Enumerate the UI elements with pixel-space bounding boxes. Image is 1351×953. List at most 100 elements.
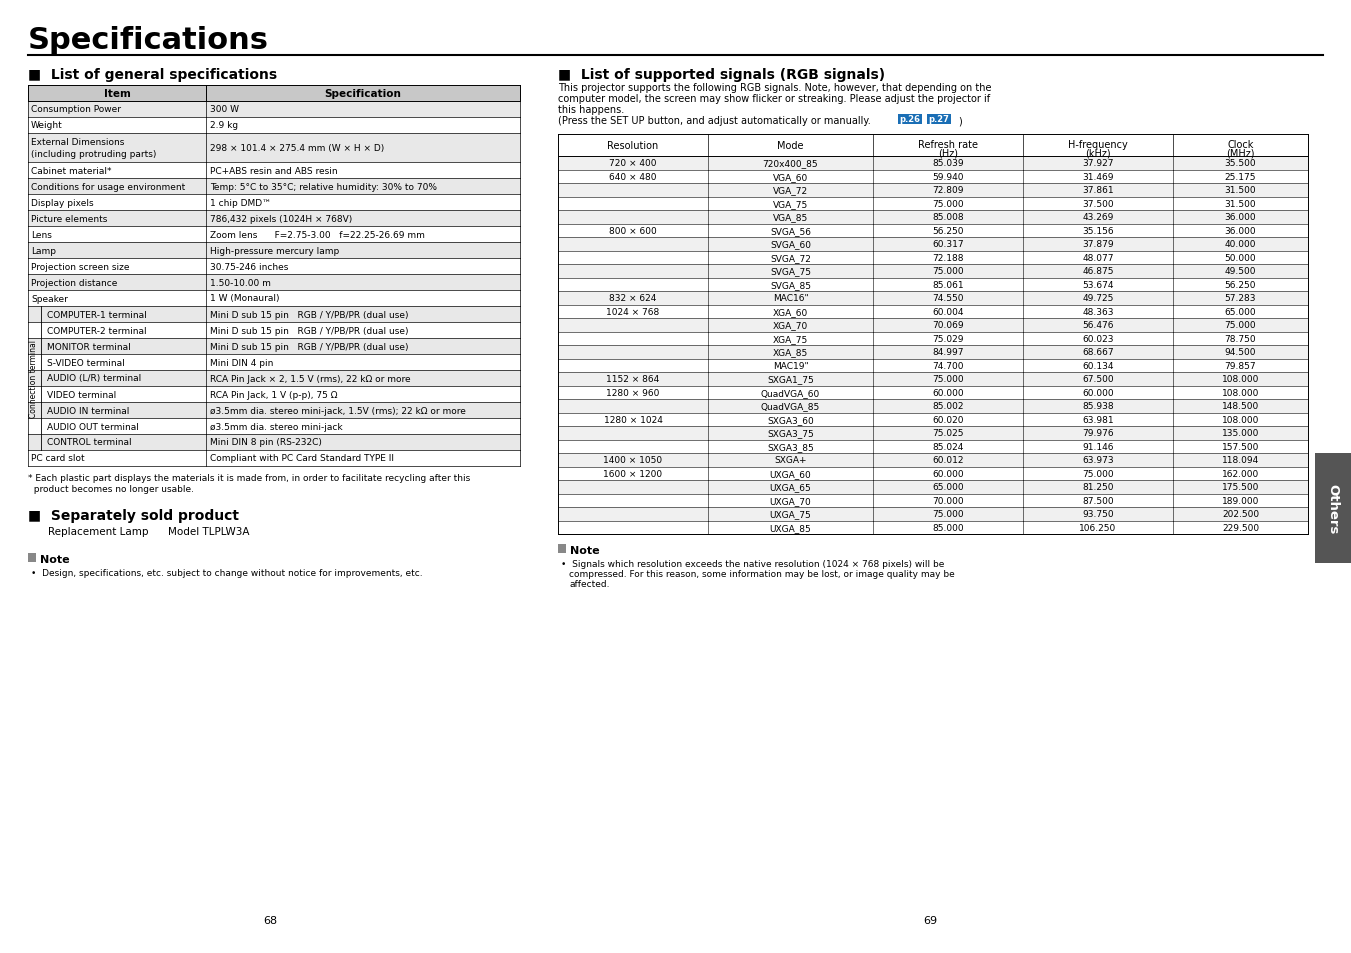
Text: This projector supports the following RGB signals. Note, however, that depending: This projector supports the following RG… — [558, 83, 992, 92]
Text: •  Signals which resolution exceeds the native resolution (1024 × 768 pixels) wi: • Signals which resolution exceeds the n… — [561, 559, 944, 568]
Text: 36.000: 36.000 — [1225, 213, 1256, 222]
Text: 84.997: 84.997 — [932, 348, 963, 356]
Text: Replacement Lamp      Model TLPLW3A: Replacement Lamp Model TLPLW3A — [49, 526, 250, 537]
Text: CONTROL terminal: CONTROL terminal — [47, 438, 131, 447]
Bar — [558, 157, 1308, 171]
Text: 75.000: 75.000 — [1225, 321, 1256, 330]
Text: Lamp: Lamp — [31, 246, 55, 255]
Text: MAC16": MAC16" — [773, 294, 808, 303]
Text: (Hz): (Hz) — [938, 149, 958, 159]
Text: Consumption Power: Consumption Power — [31, 106, 122, 114]
Bar — [1315, 454, 1351, 563]
Text: compressed. For this reason, some information may be lost, or image quality may : compressed. For this reason, some inform… — [569, 569, 955, 578]
Text: (Press the SET UP button, and adjust automatically or manually.: (Press the SET UP button, and adjust aut… — [558, 116, 874, 126]
Bar — [558, 440, 1308, 454]
Text: 60.023: 60.023 — [1082, 335, 1113, 343]
Text: PC+ABS resin and ABS resin: PC+ABS resin and ABS resin — [209, 167, 338, 175]
Text: 43.269: 43.269 — [1082, 213, 1113, 222]
Bar — [28, 133, 520, 163]
Text: 85.039: 85.039 — [932, 159, 963, 168]
Text: 60.000: 60.000 — [1082, 388, 1113, 397]
Bar — [558, 386, 1308, 399]
Bar — [558, 467, 1308, 480]
Text: 50.000: 50.000 — [1225, 253, 1256, 262]
Text: 53.674: 53.674 — [1082, 280, 1113, 290]
Text: 74.550: 74.550 — [932, 294, 963, 303]
Text: Conditions for usage environment: Conditions for usage environment — [31, 182, 185, 192]
Text: 229.500: 229.500 — [1221, 523, 1259, 532]
Bar — [558, 224, 1308, 237]
Bar — [558, 265, 1308, 278]
Text: SVGA_56: SVGA_56 — [770, 227, 811, 235]
Text: 91.146: 91.146 — [1082, 442, 1113, 452]
Bar — [558, 237, 1308, 252]
Text: 786,432 pixels (1024H × 768V): 786,432 pixels (1024H × 768V) — [209, 214, 353, 223]
Bar — [28, 402, 520, 418]
Text: 118.094: 118.094 — [1221, 456, 1259, 465]
Bar — [558, 211, 1308, 224]
Bar — [558, 399, 1308, 413]
Bar — [558, 135, 1308, 157]
Text: MAC19": MAC19" — [773, 361, 808, 371]
Text: Zoom lens      F=2.75-3.00   f=22.25-26.69 mm: Zoom lens F=2.75-3.00 f=22.25-26.69 mm — [209, 231, 424, 239]
Text: Connection terminal: Connection terminal — [30, 339, 38, 417]
Text: 75.000: 75.000 — [932, 375, 963, 384]
Bar — [28, 274, 520, 291]
Text: COMPUTER-1 terminal: COMPUTER-1 terminal — [47, 310, 147, 319]
Text: ■  List of supported signals (RGB signals): ■ List of supported signals (RGB signals… — [558, 68, 885, 82]
Bar — [558, 318, 1308, 333]
Text: 189.000: 189.000 — [1221, 497, 1259, 505]
Text: 1 W (Monaural): 1 W (Monaural) — [209, 294, 280, 303]
Text: Projection distance: Projection distance — [31, 278, 118, 287]
Text: 108.000: 108.000 — [1221, 388, 1259, 397]
Text: 74.700: 74.700 — [932, 361, 963, 371]
Text: 65.000: 65.000 — [1225, 308, 1256, 316]
Bar — [558, 252, 1308, 265]
Text: Specification: Specification — [324, 89, 401, 99]
Text: 46.875: 46.875 — [1082, 267, 1113, 276]
Bar — [558, 278, 1308, 292]
Text: 48.077: 48.077 — [1082, 253, 1113, 262]
Text: 85.000: 85.000 — [932, 523, 963, 532]
Text: 78.750: 78.750 — [1225, 335, 1256, 343]
Text: 202.500: 202.500 — [1221, 510, 1259, 518]
Text: 36.000: 36.000 — [1225, 227, 1256, 235]
Bar — [558, 359, 1308, 373]
Text: 85.061: 85.061 — [932, 280, 963, 290]
Text: 720x400_85: 720x400_85 — [763, 159, 819, 168]
Bar — [558, 544, 566, 554]
Text: 60.012: 60.012 — [932, 456, 963, 465]
Text: 60.004: 60.004 — [932, 308, 963, 316]
Text: 56.476: 56.476 — [1082, 321, 1113, 330]
Bar — [28, 291, 520, 307]
Text: 57.283: 57.283 — [1225, 294, 1256, 303]
Text: Mini D sub 15 pin   RGB / Y/PB/PR (dual use): Mini D sub 15 pin RGB / Y/PB/PR (dual us… — [209, 326, 408, 335]
Text: Mini D sub 15 pin   RGB / Y/PB/PR (dual use): Mini D sub 15 pin RGB / Y/PB/PR (dual us… — [209, 310, 408, 319]
Text: 1600 × 1200: 1600 × 1200 — [604, 469, 662, 478]
Text: 87.500: 87.500 — [1082, 497, 1113, 505]
Bar — [28, 554, 36, 562]
Text: Speaker: Speaker — [31, 294, 68, 303]
Text: 37.879: 37.879 — [1082, 240, 1113, 249]
Text: Refresh rate: Refresh rate — [917, 140, 978, 150]
Text: 56.250: 56.250 — [1225, 280, 1256, 290]
Text: 148.500: 148.500 — [1221, 402, 1259, 411]
Text: Mini DIN 4 pin: Mini DIN 4 pin — [209, 358, 273, 367]
Text: 75.000: 75.000 — [932, 199, 963, 209]
Text: VGA_60: VGA_60 — [773, 172, 808, 182]
Text: 106.250: 106.250 — [1079, 523, 1117, 532]
Bar — [558, 197, 1308, 211]
Text: 31.500: 31.500 — [1225, 199, 1256, 209]
Text: (MHz): (MHz) — [1227, 149, 1255, 159]
Bar — [28, 194, 520, 211]
Text: 72.188: 72.188 — [932, 253, 963, 262]
Text: (kHz): (kHz) — [1085, 149, 1111, 159]
Text: 1.50-10.00 m: 1.50-10.00 m — [209, 278, 270, 287]
Text: H-frequency: H-frequency — [1069, 140, 1128, 150]
Text: Resolution: Resolution — [608, 141, 659, 151]
Text: UXGA_60: UXGA_60 — [770, 469, 812, 478]
Bar — [28, 243, 520, 258]
Text: 49.500: 49.500 — [1225, 267, 1256, 276]
Text: 68: 68 — [263, 915, 277, 925]
Text: RCA Pin Jack × 2, 1.5 V (rms), 22 kΩ or more: RCA Pin Jack × 2, 1.5 V (rms), 22 kΩ or … — [209, 375, 411, 383]
